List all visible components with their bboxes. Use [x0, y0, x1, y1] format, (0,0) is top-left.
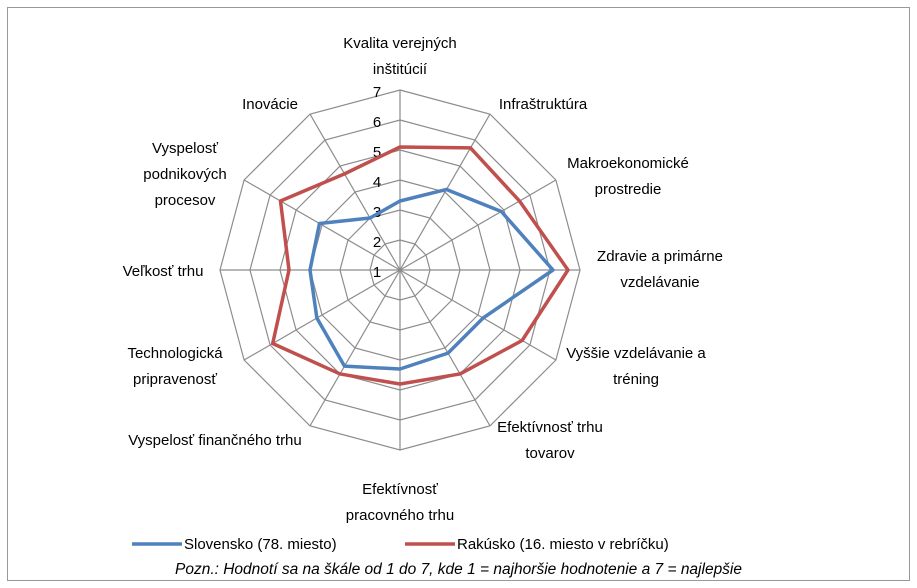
- category-label: Vyspelosť podnikových procesov: [143, 140, 227, 209]
- note: Pozn.: Hodnotí sa na škále od 1 do 7, kd…: [174, 561, 742, 578]
- category-label: Vyspelosť finančného trhu: [128, 432, 302, 449]
- legend-label: Rakúsko (16. miesto v rebríčku): [457, 536, 669, 553]
- category-label: Veľkosť trhu: [122, 263, 204, 280]
- spoke: [243, 269, 401, 361]
- r-tick-label: 2: [373, 234, 381, 251]
- spoke: [399, 179, 557, 271]
- r-tick-label: 6: [373, 114, 381, 131]
- spoke: [399, 113, 491, 271]
- series-line: [270, 145, 570, 386]
- category-label: Inovácie: [242, 96, 298, 113]
- r-tick-label: 7: [373, 84, 381, 101]
- series-line: [308, 187, 555, 371]
- r-tick-label: 1: [373, 264, 381, 281]
- frame: [7, 7, 910, 581]
- category-label: Kvalita verejných inštitúcií: [343, 35, 457, 78]
- r-tick-label: 5: [373, 144, 381, 161]
- legend-label: Slovensko (78. miesto): [184, 536, 337, 553]
- category-label: Efektívnosť pracovného trhu: [345, 481, 455, 524]
- spoke: [309, 113, 401, 271]
- spoke: [309, 269, 401, 427]
- category-label: Efektívnosť trhu tovarov: [497, 419, 603, 462]
- category-label: Vyššie vzdelávanie a tréning: [566, 345, 706, 388]
- spoke: [399, 269, 557, 361]
- spoke: [243, 179, 401, 271]
- category-label: Zdravie a primárne vzdelávanie: [597, 248, 723, 291]
- r-tick-label: 4: [373, 174, 381, 191]
- spoke: [399, 269, 491, 427]
- category-label: Infraštruktúra: [498, 96, 588, 113]
- category-label: Makroekonomické prostredie: [567, 155, 689, 198]
- category-label: Technologická pripravenosť: [127, 345, 223, 388]
